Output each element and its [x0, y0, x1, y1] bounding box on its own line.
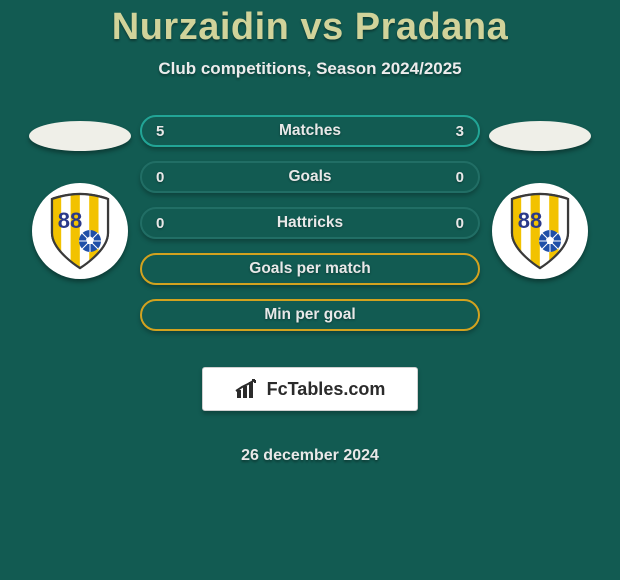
stat-row-goals: 0 Goals 0: [140, 161, 480, 193]
left-player-col: 88: [20, 115, 140, 279]
branding-text: FcTables.com: [267, 379, 386, 400]
stat-right-value: 0: [456, 169, 464, 186]
comparison-area: 88 5 Matches 3 0 Goals 0 0 Hattricks 0 G…: [0, 115, 620, 465]
stat-label: Min per goal: [264, 306, 355, 324]
stats-column: 5 Matches 3 0 Goals 0 0 Hattricks 0 Goal…: [140, 115, 480, 465]
svg-text:88: 88: [58, 208, 82, 233]
stat-label: Goals per match: [249, 260, 370, 278]
stat-right-value: 0: [456, 215, 464, 232]
avatar-placeholder-right: [489, 121, 591, 151]
bars-icon: [235, 378, 263, 400]
footer-date: 26 december 2024: [140, 447, 480, 465]
stat-row-mpg: Min per goal: [140, 299, 480, 331]
stat-label: Goals: [288, 168, 331, 186]
stat-row-hattricks: 0 Hattricks 0: [140, 207, 480, 239]
branding-box: FcTables.com: [202, 367, 418, 411]
club-badge-left: 88: [32, 183, 128, 279]
shield-icon: 88: [500, 191, 580, 271]
stat-row-gpm: Goals per match: [140, 253, 480, 285]
stat-left-value: 0: [156, 169, 164, 186]
stat-right-value: 3: [456, 123, 464, 140]
club-badge-right: 88: [492, 183, 588, 279]
stat-left-value: 0: [156, 215, 164, 232]
svg-text:88: 88: [518, 208, 542, 233]
stat-label: Matches: [279, 122, 341, 140]
page-subtitle: Club competitions, Season 2024/2025: [0, 59, 620, 79]
stat-label: Hattricks: [277, 214, 343, 232]
right-player-col: 88: [480, 115, 600, 279]
avatar-placeholder-left: [29, 121, 131, 151]
stat-row-matches: 5 Matches 3: [140, 115, 480, 147]
shield-icon: 88: [40, 191, 120, 271]
page-title: Nurzaidin vs Pradana: [0, 0, 620, 49]
stat-left-value: 5: [156, 123, 164, 140]
